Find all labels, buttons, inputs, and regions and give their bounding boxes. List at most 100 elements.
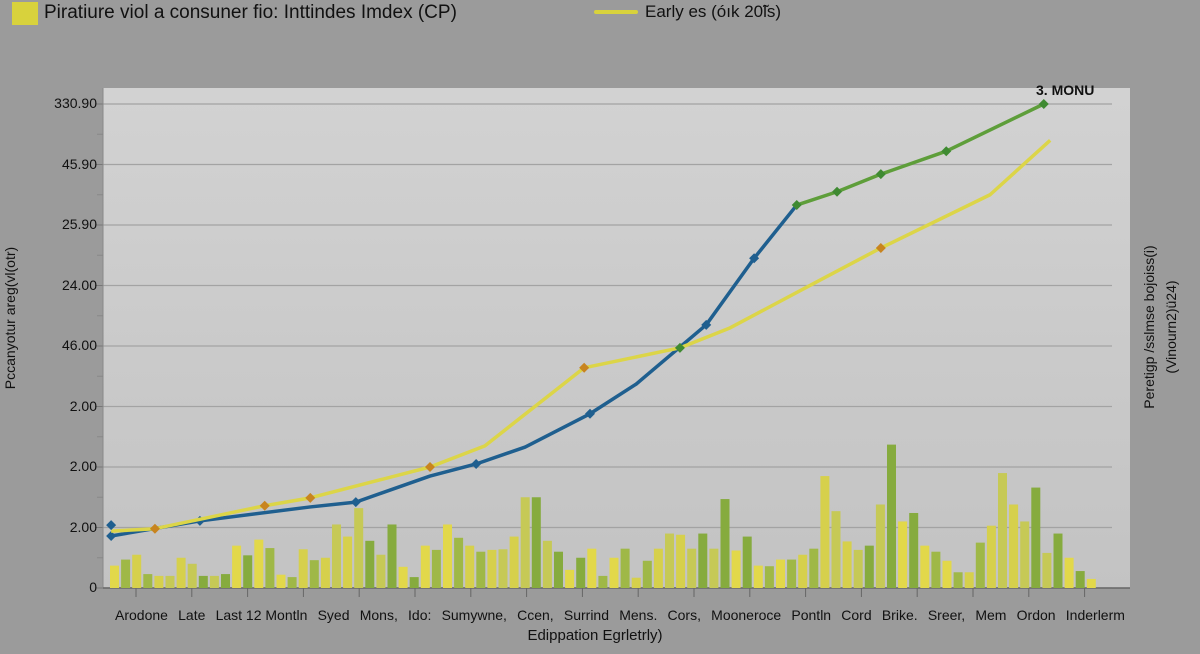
x-tick-label: Last 12 Montln: [215, 607, 308, 623]
bar: [676, 534, 686, 588]
bar: [409, 577, 419, 588]
bar: [764, 566, 774, 588]
y-tick-label: 2.00: [69, 458, 97, 474]
bar: [820, 476, 830, 588]
y-axis-label-right-line2: (Vinourn2)ü24): [1163, 280, 1179, 374]
bar: [354, 508, 364, 588]
bar: [243, 555, 253, 588]
bar: [709, 548, 719, 588]
legend-swatch-line: [594, 10, 638, 14]
bar: [576, 557, 586, 588]
bar: [332, 524, 341, 588]
bar: [1064, 557, 1074, 588]
bar: [254, 539, 264, 588]
bar: [221, 574, 230, 588]
data-point-marker: [424, 462, 435, 472]
x-tick-label: Sumywne,: [441, 607, 507, 623]
data-point-marker: [259, 500, 270, 511]
x-tick-label: Inderlerm: [1065, 607, 1125, 623]
bar: [454, 537, 464, 588]
bar: [531, 497, 541, 588]
bar: [698, 533, 708, 588]
y-tick-label: 24.00: [61, 276, 97, 293]
bar: [720, 499, 730, 588]
data-point-marker: [106, 530, 117, 541]
x-tick-label: Syed: [317, 607, 350, 623]
x-tick-label: Ido:: [408, 607, 432, 623]
bar: [875, 504, 885, 588]
bar: [975, 542, 985, 588]
x-tick-label: Arodone: [115, 607, 168, 623]
annotation-label: 3. MONU: [1036, 82, 1095, 98]
legend-swatch-bars: [12, 2, 38, 25]
data-point-marker: [749, 253, 760, 264]
bar: [232, 545, 242, 588]
bar: [443, 524, 452, 588]
bar: [143, 574, 153, 588]
bar: [587, 548, 597, 588]
y-tick-label: 2.00: [69, 518, 97, 535]
x-tick-label: Mens.: [619, 607, 658, 623]
bar: [309, 560, 319, 588]
bar: [653, 548, 663, 588]
bar: [898, 521, 908, 588]
bar: [465, 545, 475, 588]
x-axis-ticks: Arodone Late Last 12 Montln Syed Mons, Ido: Su…: [115, 607, 1125, 623]
data-point-marker: [832, 186, 843, 197]
bar: [509, 536, 519, 588]
data-point-marker: [674, 342, 685, 353]
bar: [842, 541, 852, 588]
bar: [986, 525, 996, 588]
bar: [565, 569, 575, 588]
bar: [476, 551, 486, 588]
x-tick-label: Surrind: [563, 607, 610, 623]
x-tick-label: Brike.: [881, 607, 918, 623]
bar: [376, 554, 386, 588]
bar: [620, 548, 630, 588]
bar: [942, 560, 952, 588]
bar: [298, 549, 308, 588]
bar: [387, 524, 397, 588]
bar: [642, 560, 652, 588]
bar: [165, 575, 175, 588]
bar: [776, 559, 785, 588]
bar: [176, 557, 186, 588]
bar: [1075, 571, 1085, 588]
bar: [753, 565, 763, 588]
bar: [1031, 487, 1041, 588]
bar: [154, 575, 164, 588]
data-point-marker: [106, 520, 117, 531]
x-tick-label: Pontln: [791, 607, 832, 623]
bar: [365, 540, 375, 588]
y-tick-label: 46.00: [61, 337, 97, 353]
y-tick-label: 2.00: [69, 397, 97, 414]
bar: [953, 572, 963, 588]
x-tick-label: Mem: [975, 607, 1007, 623]
y-axis-label-right-line1: Peretigp /sslmse bojoiss(i): [1141, 245, 1157, 409]
bar: [265, 548, 275, 588]
bar: [1020, 521, 1030, 588]
x-tick-label: Sreer,: [927, 607, 966, 623]
bar: [343, 536, 353, 588]
bar: [831, 511, 841, 588]
bar: [554, 551, 563, 588]
x-axis-label: Edippation Egrletrly): [527, 627, 663, 644]
data-point-marker: [701, 319, 712, 330]
bar: [1086, 578, 1096, 588]
bar: [121, 559, 131, 588]
x-tick-label: Ccen,: [517, 607, 554, 623]
bar: [798, 554, 808, 588]
bar: [1042, 552, 1052, 588]
bar: [1009, 504, 1019, 588]
bar: [909, 512, 919, 588]
bar: [198, 575, 208, 588]
y-tick-label: 45.90: [61, 155, 97, 172]
y-tick-label: 330.90: [54, 95, 97, 111]
bar: [542, 540, 552, 588]
legend-label-line: Early es (óık 20̃ls): [645, 2, 782, 21]
bar: [920, 545, 930, 588]
bar: [276, 574, 286, 588]
bar: [931, 551, 941, 588]
x-tick-label: Ordon: [1016, 607, 1056, 623]
x-tick-label: Mons,: [359, 607, 398, 623]
